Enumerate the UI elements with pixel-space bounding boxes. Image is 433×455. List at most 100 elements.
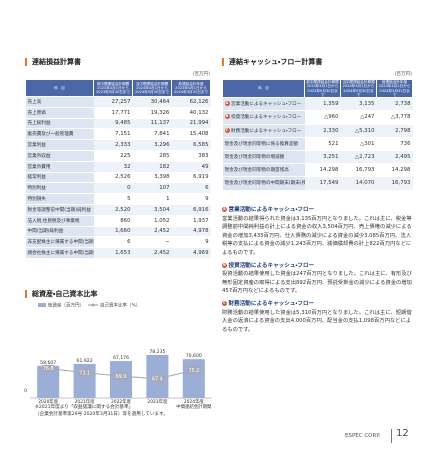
ratio-point [78, 369, 91, 377]
cell-text: 182 [159, 163, 170, 170]
value-cell: 14,298 [304, 163, 341, 178]
value-cell: 4,969 [171, 247, 211, 259]
income-table: 科 目前中間連結会計期間 2023年4月1日から 2023年9月30日まで 当中間… [25, 79, 211, 259]
ratio-point [115, 372, 127, 380]
ratio-point [151, 375, 164, 383]
legend-label: 自己資本比率（%） [100, 302, 140, 309]
cell-text: 販売費及び一般管理費 [27, 132, 74, 138]
bar-value-label: 58,607 [40, 360, 56, 366]
divider [391, 429, 392, 443]
cell-text: 2,330 [323, 127, 339, 134]
value-cell: 2,330 [304, 124, 341, 138]
unit: (百万円) [394, 72, 412, 77]
cell-text: 投資活動によるキャッシュ・フロー [231, 115, 302, 121]
cell-text: 16,793 [391, 180, 411, 187]
value-cell: 17,549 [304, 176, 341, 191]
cell-text: 9 [205, 196, 209, 203]
value-cell: 2,738 [376, 97, 413, 112]
cell-text: 860 [120, 217, 131, 224]
heading-text: 財務活動によるキャッシュ・フロー [228, 300, 315, 307]
value-cell: 27,257 [93, 96, 133, 108]
note-body: 営業活動の結果得られた資金は3,135百万円となりました。これは主に、税金等調整… [222, 215, 412, 256]
cell-text: 285 [159, 152, 170, 159]
cell-text: △3,778 [390, 114, 411, 121]
cell-text: 6 [127, 239, 131, 246]
cell-text: 7,841 [154, 131, 170, 138]
value-cell: 3,135 [340, 97, 377, 112]
cell-text: 2,526 [115, 174, 131, 181]
note-heading: B 投資活動によるキャッシュ・フロー [222, 262, 412, 271]
value-cell: 2,333 [93, 139, 133, 151]
value-cell: 40,132 [171, 107, 211, 119]
value-cell: 11,137 [132, 118, 172, 130]
cell-text: 16,793 [355, 167, 375, 174]
value-cell: △2,723 [340, 150, 377, 165]
bar-value-label: 61,922 [77, 358, 93, 364]
y-tick-label: 0 [24, 388, 27, 394]
cell-text: 営業外収益 [27, 153, 51, 159]
marker: C [222, 300, 227, 306]
cell-text: 4,969 [193, 250, 209, 257]
value-cell: 49 [171, 161, 211, 173]
label-cell: 税金等調整前中間(当期)純利益 [25, 204, 94, 216]
value-cell: 17,771 [93, 107, 133, 119]
cell-text: 4,978 [193, 228, 209, 235]
value-cell: 107 [132, 182, 172, 195]
value-cell: 225 [93, 150, 133, 162]
ratio-label: 69.9 [116, 374, 127, 380]
cell-text: 2,495 [395, 154, 411, 161]
value-cell: 16,793 [376, 176, 413, 191]
cell-text: 6,916 [193, 206, 209, 213]
label-cell: 中間(当期)純利益 [25, 226, 94, 238]
value-cell: 6,585 [171, 139, 211, 151]
value-cell: 0 [93, 182, 133, 195]
value-cell: 2,526 [93, 172, 133, 184]
row: 現金及び現金同等物の期首残高 14,298 16,793 14,298 [222, 163, 413, 178]
label-cell: 現金及び現金同等物の期首残高 [222, 163, 305, 178]
row: B 投資活動によるキャッシュ・フロー △960 △247 △3,778 [222, 110, 413, 125]
cell-text: 6 [205, 185, 209, 192]
cell-text: 1,937 [193, 217, 209, 224]
label-cell: B 投資活動によるキャッシュ・フロー [222, 110, 305, 125]
value-cell: 860 [93, 215, 133, 227]
cell-text: 40,132 [189, 109, 209, 116]
cell-text: 3,135 [359, 101, 375, 108]
label-cell: 非支配株主に帰属する中間(当期)純利益 [25, 236, 94, 249]
bar [37, 365, 60, 398]
row: 親会社株主に帰属する中間(当期)純利益 1,653 2,452 4,969 [25, 247, 211, 259]
note-body: 投資活動の結果使用した資金は247百万円となりました。これは主に、有形及び無形固… [222, 271, 412, 295]
cell-text: 3,398 [154, 174, 170, 181]
value-cell: 9 [171, 193, 211, 205]
section-title: 連結キャッシュ・フロー計算書 [222, 58, 322, 66]
cell-text: 14,070 [355, 180, 375, 187]
value-cell: 3,296 [132, 139, 172, 151]
label-cell: 販売費及び一般管理費 [25, 128, 94, 141]
note-heading: A 営業活動によるキャッシュ・フロー [222, 206, 412, 215]
value-cell: 2,452 [132, 247, 172, 259]
cell-text: 383 [198, 152, 209, 159]
row: 売上高 27,257 30,464 62,126 [25, 96, 211, 108]
legend-label: 総資産（百万円） [48, 302, 84, 309]
cell-text: 売上高 [27, 99, 42, 105]
cell-text: 107 [159, 185, 170, 192]
bar [73, 363, 96, 398]
value-cell: 7,151 [93, 128, 133, 141]
value-cell: 3,504 [132, 204, 172, 216]
cell-text: 1,660 [115, 228, 131, 235]
cell-text: 521 [328, 140, 339, 147]
row: C 財務活動によるキャッシュ・フロー 2,330 △5,310 2,798 [222, 124, 413, 138]
label-cell: 経常利益 [25, 172, 94, 184]
row: 現金及び現金同等物の増減額 3,251 △2,723 2,495 [222, 150, 413, 165]
marker: B [222, 262, 227, 268]
value-cell: △3,778 [376, 110, 413, 125]
cell-text: 1 [166, 196, 170, 203]
cell-text: 2,452 [154, 228, 170, 235]
x-tick-label: 2024年度 中間連結会計期間 [176, 400, 212, 410]
row: 税金等調整前中間(当期)純利益 2,520 3,504 6,916 [25, 204, 211, 216]
chart-title: 総資産・自己資本比率 [25, 290, 97, 298]
row: 営業外費用 32 182 49 [25, 161, 211, 173]
cell-text: 営業外費用 [27, 164, 51, 170]
cell-text: 736 [400, 140, 411, 147]
ratio-label: 67.4 [152, 377, 163, 383]
label-cell: 特別損失 [25, 193, 94, 205]
